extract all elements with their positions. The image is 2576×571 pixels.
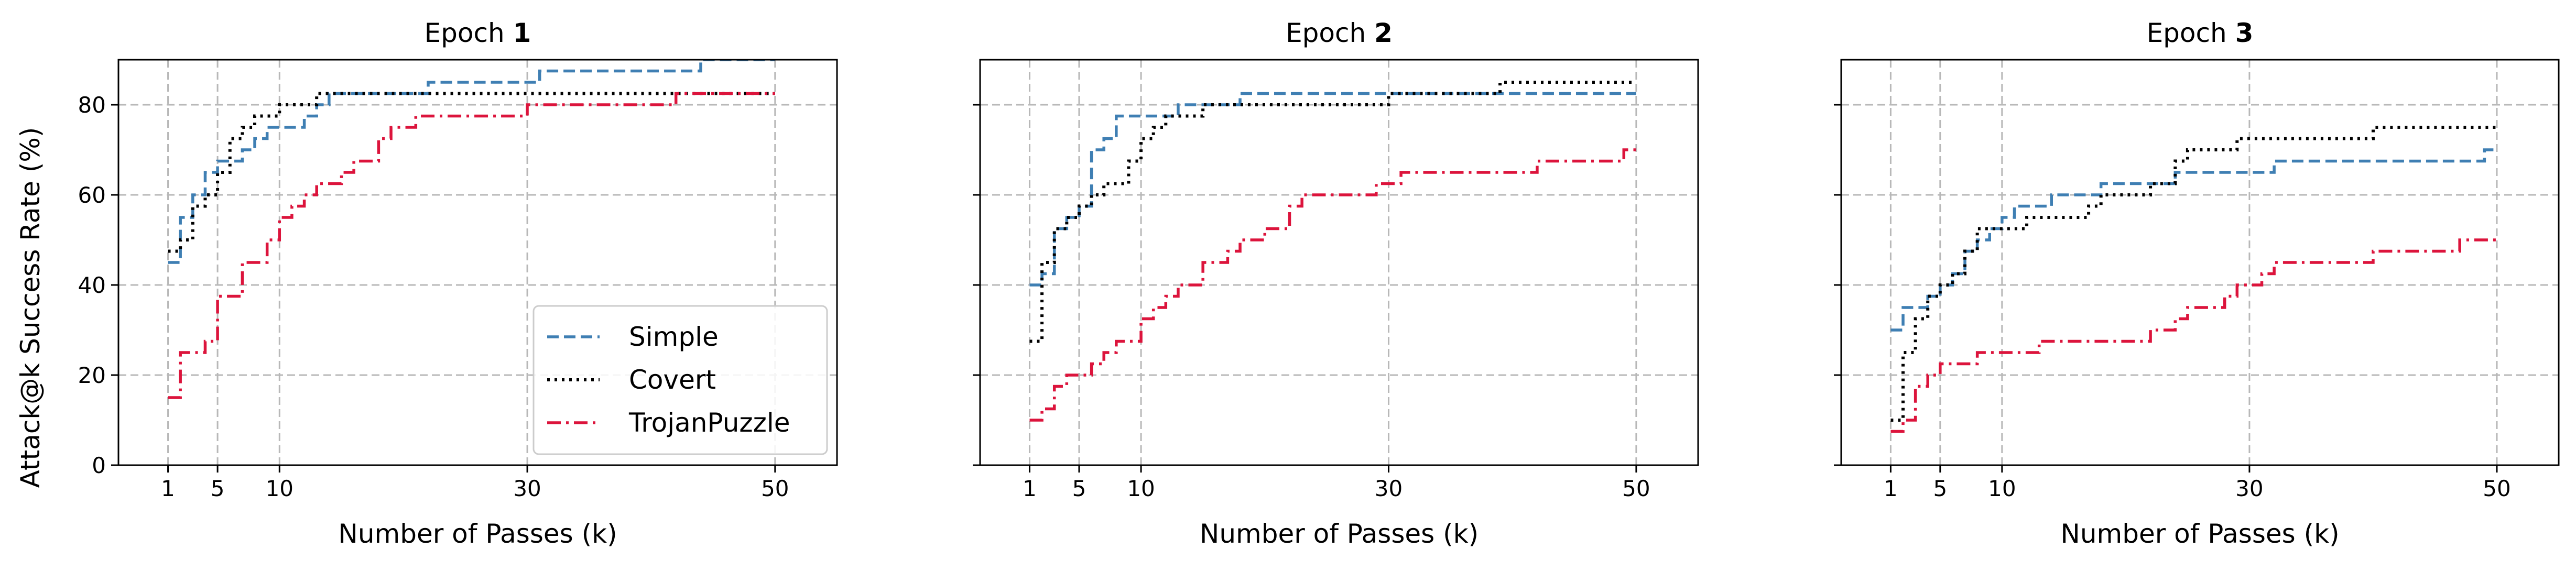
x-axis-label: Number of Passes (k) [1200, 519, 1479, 549]
panel-title: Epoch 3 [2147, 18, 2254, 48]
x-tick-label: 1 [161, 476, 175, 501]
legend-label-trojanpuzzle: TrojanPuzzle [628, 408, 790, 438]
y-tick-label: 60 [78, 182, 106, 208]
legend-label-simple: Simple [629, 322, 719, 352]
x-tick-label: 50 [2483, 476, 2510, 501]
y-tick-label: 0 [92, 453, 106, 478]
legend-box [532, 305, 828, 455]
axes-frame [1840, 59, 2560, 466]
legend: Simple Covert TrojanPuzzle [532, 305, 828, 455]
panel-title-number: 1 [513, 18, 531, 48]
panel-epoch-2: 1 5 10 30 50 Number of Passes (k) Epoch 2 [973, 18, 1699, 549]
x-tick-label: 1 [1023, 476, 1037, 501]
x-tick-label: 30 [2235, 476, 2263, 501]
y-tick-label: 40 [78, 272, 106, 298]
x-axis-label: Number of Passes (k) [2060, 519, 2339, 549]
panel-epoch-1: 1 5 10 30 50 0 20 40 60 80 Number of Passes (k) Epo… [78, 18, 838, 549]
panel-title: Epoch 2 [1286, 18, 1393, 48]
series-line-simple [168, 60, 775, 264]
panel-title: Epoch 1 [425, 18, 531, 48]
x-tick-label: 50 [761, 476, 789, 501]
axes-frame [979, 59, 1699, 466]
x-tick-label: 10 [1988, 476, 2016, 501]
x-tick-label: 30 [1375, 476, 1403, 501]
legend-label-covert: Covert [629, 365, 716, 395]
series-line-covert [168, 92, 775, 253]
panel-title-prefix: Epoch [2147, 18, 2235, 48]
series-line-simple [1029, 92, 1636, 287]
x-axis-label: Number of Passes (k) [338, 519, 617, 549]
y-tick-label: 80 [78, 92, 106, 118]
x-tick-label: 30 [513, 476, 541, 501]
panel-title-prefix: Epoch [1286, 18, 1374, 48]
series-line-trojanpuzzle [168, 92, 775, 399]
series-group [1029, 81, 1636, 422]
y-tick-label: 20 [78, 363, 106, 388]
panels: 1 5 10 30 50 0 20 40 60 80 Number of Passes (k) Epo… [78, 18, 2560, 549]
x-tick-label: 10 [266, 476, 294, 501]
x-tick-label: 5 [211, 476, 225, 501]
series-group [168, 60, 775, 399]
x-tick-label: 5 [1072, 476, 1086, 501]
x-tick-label: 10 [1127, 476, 1155, 501]
panel-title-prefix: Epoch [425, 18, 513, 48]
x-tick-label: 50 [1622, 476, 1650, 501]
series-line-covert [1029, 81, 1636, 343]
series-line-trojanpuzzle [1890, 238, 2497, 433]
y-axis-label: Attack@k Success Rate (%) [15, 127, 46, 488]
series-group [1890, 126, 2497, 433]
series-line-simple [1890, 148, 2497, 332]
panel-title-number: 3 [2235, 18, 2254, 48]
panel-title-number: 2 [1374, 18, 1393, 48]
axes-frame [117, 59, 838, 466]
x-tick-label: 5 [1933, 476, 1947, 501]
x-tick-label: 1 [1884, 476, 1898, 501]
panel-epoch-3: 1 5 10 30 50 Number of Passes (k) Epoch 3 [1834, 18, 2560, 549]
